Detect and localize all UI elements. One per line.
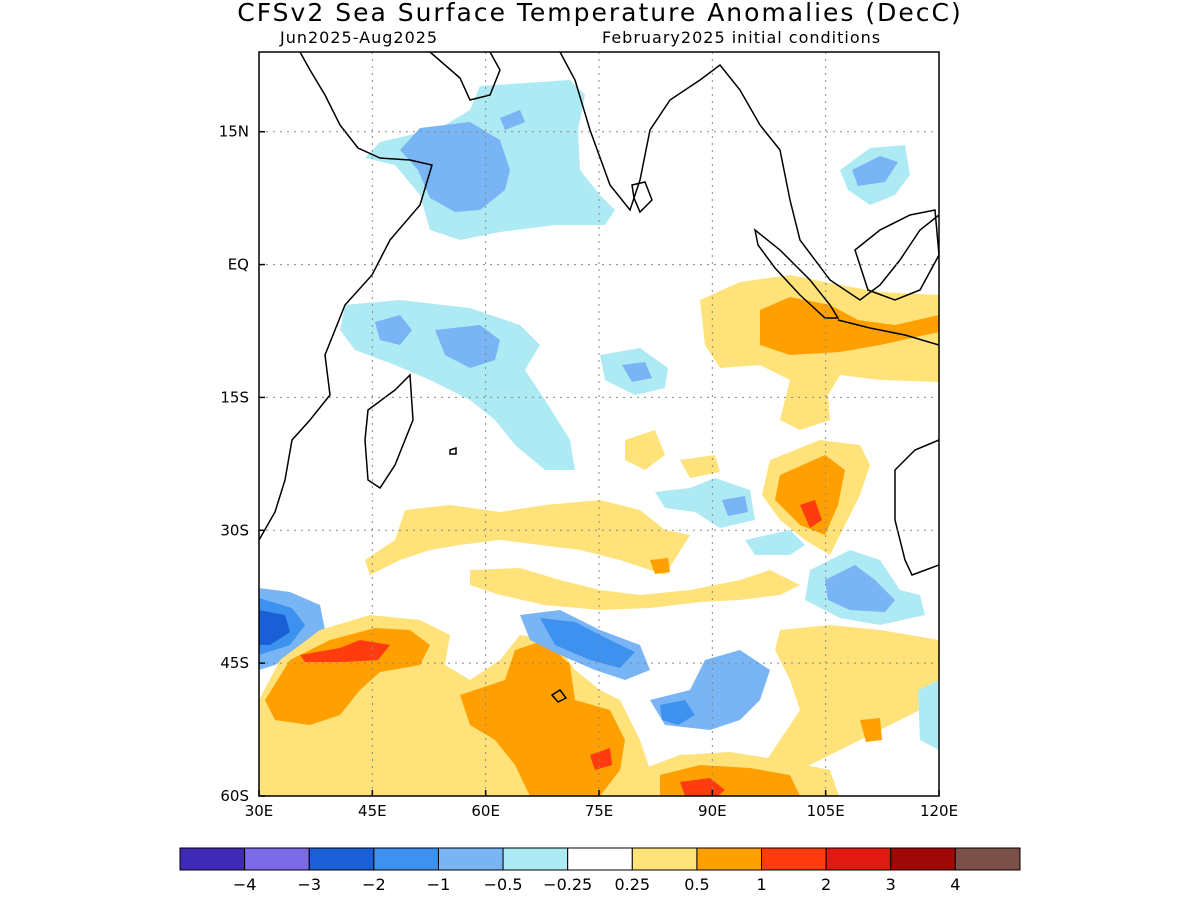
colorbar-label: −3	[297, 875, 321, 894]
colorbar-swatch	[502, 847, 569, 871]
tick-label-lat: 60S	[220, 787, 249, 805]
anomaly-region-southeast-core	[825, 565, 895, 612]
coastlines	[259, 52, 939, 703]
anomaly-region-west-australia-core	[775, 455, 845, 535]
kerguelen-coastline	[550, 688, 568, 703]
tick-label-lon: 120E	[920, 802, 958, 820]
colorbar-swatch	[179, 847, 246, 871]
colorbar-label: 0.5	[684, 875, 709, 894]
anomaly-region-south-warm-east-core	[860, 718, 882, 742]
colorbar-swatch	[954, 847, 1021, 871]
anomaly-region-south-warm-west-peak	[300, 640, 390, 662]
colorbar-label: 1	[756, 875, 766, 894]
india-coastline	[559, 52, 761, 212]
anomaly-region-south-cold-central-core	[540, 618, 635, 668]
colorbar-label: 3	[886, 875, 896, 894]
anomaly-region-arabian-sea-core	[400, 122, 510, 212]
madagascar-coastline	[364, 373, 414, 490]
anomaly-region-south-warm-east	[760, 625, 939, 775]
southeast-asia-coastline	[759, 124, 939, 301]
anomaly-region-indonesia-core	[760, 297, 939, 355]
anomaly-region-central-core	[622, 362, 652, 382]
anomaly-region-west-australia-peak	[800, 500, 822, 528]
sri-lanka-coastline	[631, 181, 653, 214]
colorbar-label: −0.5	[484, 875, 523, 894]
tick-label-lat: EQ	[228, 256, 249, 274]
colorbar-swatch	[761, 847, 827, 871]
tick-label-lat: 15S	[220, 388, 249, 406]
tick-label-lat: 45S	[220, 654, 249, 672]
anomaly-region-south-central-core1	[375, 315, 412, 345]
initial-conditions: February2025 initial conditions	[602, 28, 882, 47]
colorbar-label: −2	[362, 875, 386, 894]
colorbar-swatch	[567, 847, 633, 871]
anomaly-region-mid-4	[745, 530, 805, 555]
anomaly-region-andaman-core	[852, 156, 898, 186]
australia-coastline	[894, 439, 939, 576]
colorbar-label: −0.25	[543, 875, 592, 894]
tick-label-lon: 105E	[807, 802, 845, 820]
map-title: CFSv2 Sea Surface Temperature Anomalies …	[237, 0, 963, 27]
anomaly-region-30s-band2	[470, 568, 800, 610]
tick-label-lat: 30S	[220, 521, 249, 539]
colorbar-label: 4	[950, 875, 960, 894]
anomaly-region-mid-2	[680, 455, 720, 478]
colorbar-label: 0.25	[614, 875, 650, 894]
colorbar-swatch	[437, 847, 504, 871]
forecast-period: Jun2025-Aug2025	[280, 28, 439, 47]
colorbar-label: −4	[233, 875, 257, 894]
mauritius-coastline	[449, 446, 457, 455]
java-coastline	[837, 319, 939, 346]
anomaly-region-30s-core	[650, 558, 670, 574]
anomaly-region-30s-band	[365, 500, 690, 575]
colorbar-swatch	[308, 847, 375, 871]
colorbar-swatch	[825, 847, 892, 871]
colorbar-swatch	[244, 847, 310, 871]
axis-ticks: 30E 45E 60E 75E 90E 105E 120E 15N EQ 15S 30S 45S 60S	[219, 123, 958, 820]
anomaly-region-arabian-sea-small	[500, 110, 525, 130]
colorbar: −4 −3 −2 −1 −0.5 −0.25 0.25 0.5 1 2 3 4	[179, 847, 1021, 894]
colorbar-label: 2	[821, 875, 831, 894]
colorbar-label: −1	[427, 875, 451, 894]
anomaly-region-mid-3-core	[722, 496, 748, 516]
colorbar-swatch	[631, 847, 698, 871]
colorbar-swatch	[890, 847, 956, 871]
arabia-coastline	[429, 52, 501, 101]
tick-label-lat: 15N	[219, 123, 249, 141]
colorbar-swatch	[373, 847, 439, 871]
tick-label-lon: 60E	[471, 802, 500, 820]
anomaly-region-mid-1	[625, 430, 665, 470]
anomaly-region-south-warm-west-core	[265, 628, 430, 725]
tick-label-lon: 45E	[358, 802, 387, 820]
anomaly-region-south-central-core2	[435, 325, 500, 368]
tick-label-lon: 30E	[245, 802, 274, 820]
colorbar-swatch	[696, 847, 763, 871]
anomaly-region-south-cold-far-east	[918, 680, 939, 750]
tick-label-lon: 90E	[698, 802, 727, 820]
africa-coastline	[259, 52, 433, 541]
borneo-coastline	[854, 209, 939, 301]
anomaly-region-southwest-cold-peak	[259, 610, 290, 645]
anomaly-region-south-warm-central-peak	[590, 748, 612, 770]
anomaly-region-south-warm-central	[460, 640, 625, 796]
tick-label-lon: 75E	[585, 802, 614, 820]
graticule	[259, 52, 939, 796]
sumatra-coastline	[753, 228, 840, 319]
anomaly-region-bottom-warm-peak	[680, 778, 725, 796]
anomaly-region-south-cold-east-core	[660, 700, 695, 725]
